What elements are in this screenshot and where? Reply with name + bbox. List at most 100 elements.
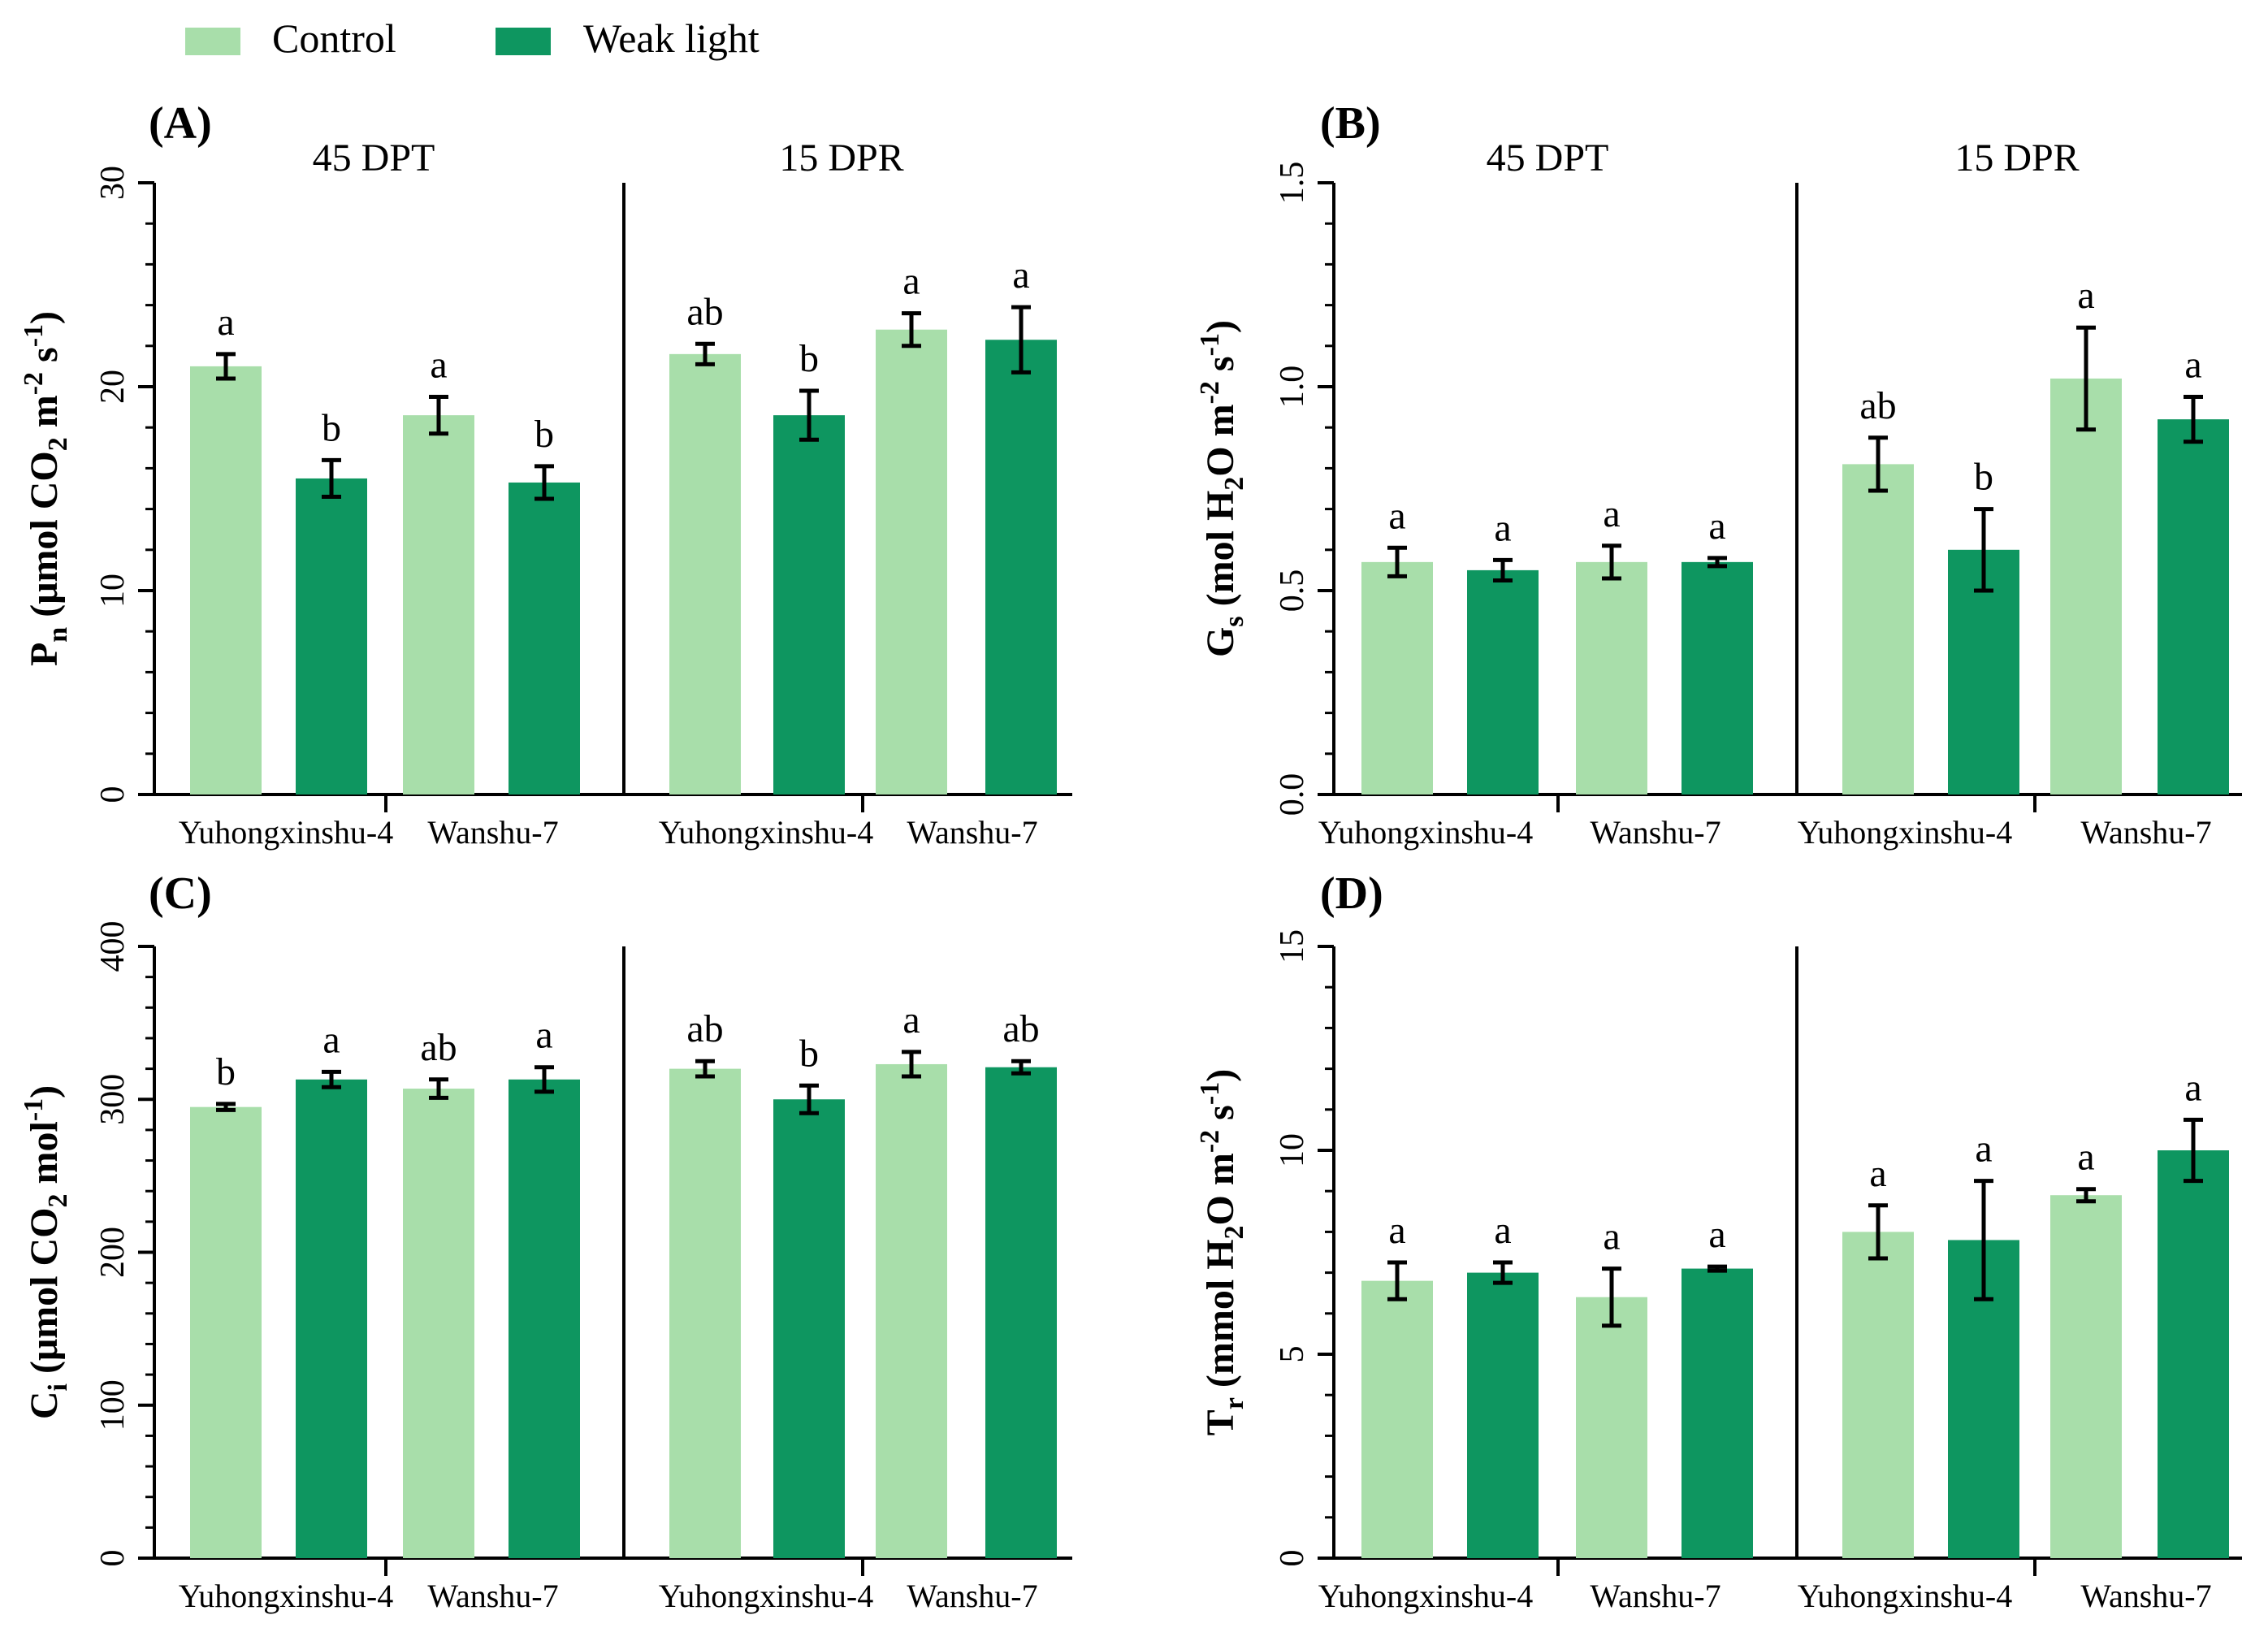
significance-letter: a bbox=[2077, 1136, 2094, 1179]
y-axis-label: Ci (μmol CO2 mol-1) bbox=[19, 1085, 73, 1419]
y-axis-label-part: ) bbox=[1199, 1069, 1242, 1082]
y-axis-label-part: 2 bbox=[1219, 1225, 1249, 1239]
y-axis-label-part: T bbox=[1199, 1409, 1242, 1435]
bar-control bbox=[876, 329, 947, 795]
y-axis-label-part: (μmol CO bbox=[23, 451, 66, 627]
category-label: Yuhongxinshu-4 bbox=[1798, 1578, 2012, 1614]
category-label: Wanshu-7 bbox=[907, 814, 1037, 851]
category-label: Wanshu-7 bbox=[2080, 814, 2211, 851]
bar-control bbox=[2050, 1195, 2122, 1558]
significance-letter: ab bbox=[686, 1007, 723, 1050]
panel-3: (D) 0 5 10 15 Tr (mmol H2O m-2 s-1) Yuhongxins… bbox=[1195, 868, 2242, 1614]
y-tick-label: 10 bbox=[94, 574, 132, 608]
y-tick-label: 1.5 bbox=[1274, 162, 1311, 205]
y-axis-label-part: G bbox=[1199, 627, 1242, 657]
y-axis-label-part: 2 bbox=[43, 1194, 73, 1208]
significance-letter: b bbox=[322, 406, 341, 449]
significance-letter: a bbox=[322, 1018, 340, 1061]
legend-swatch-weak bbox=[496, 28, 551, 55]
y-axis-label-part: -1 bbox=[19, 1098, 49, 1121]
y-tick-label: 400 bbox=[94, 921, 132, 972]
y-axis-label-part: -2 bbox=[1195, 1130, 1225, 1153]
category-label: Wanshu-7 bbox=[427, 814, 558, 851]
significance-letter: ab bbox=[1002, 1007, 1039, 1050]
significance-letter: a bbox=[1975, 1128, 1992, 1171]
y-tick-label: 0 bbox=[94, 786, 132, 803]
bar-control bbox=[669, 353, 741, 795]
category-label: Wanshu-7 bbox=[2080, 1578, 2211, 1614]
legend: Control Weak light bbox=[185, 15, 760, 61]
group-title: 15 DPR bbox=[1954, 136, 2079, 180]
y-axis-label: Pn (μmol CO2 m-2 s-1) bbox=[19, 311, 73, 666]
bar-weak bbox=[773, 1099, 845, 1558]
bar-weak bbox=[296, 478, 367, 795]
bar-weak bbox=[1467, 1272, 1539, 1558]
y-axis-label-part: s bbox=[1199, 356, 1242, 381]
bar-weak bbox=[296, 1079, 367, 1558]
y-axis-label-part: -1 bbox=[1195, 1082, 1225, 1105]
y-axis-label-part: r bbox=[1219, 1397, 1249, 1409]
bar-control bbox=[403, 1089, 474, 1558]
bar-control bbox=[1842, 1232, 1914, 1558]
bar-control bbox=[1576, 1297, 1647, 1558]
panel-label: (A) bbox=[149, 98, 212, 149]
bar-weak bbox=[509, 482, 580, 795]
y-axis-label-part: O m bbox=[1199, 1153, 1242, 1225]
category-label: Wanshu-7 bbox=[1590, 814, 1720, 851]
bar-control bbox=[190, 1106, 262, 1558]
legend-label-weak: Weak light bbox=[583, 15, 760, 61]
significance-letter: a bbox=[1708, 504, 1725, 548]
y-tick-label: 0.5 bbox=[1274, 569, 1311, 613]
y-tick-label: 0 bbox=[1274, 1550, 1311, 1567]
bar-control bbox=[669, 1068, 741, 1558]
significance-letter: a bbox=[1708, 1213, 1725, 1256]
y-axis-label-part: s bbox=[1219, 616, 1249, 626]
significance-letter: ab bbox=[1859, 384, 1896, 427]
significance-letter: a bbox=[535, 1014, 552, 1057]
bar-control bbox=[403, 415, 474, 795]
significance-letter: a bbox=[1869, 1152, 1886, 1195]
group-title: 15 DPR bbox=[779, 136, 903, 180]
bar-weak bbox=[985, 340, 1057, 795]
y-axis-label-part: m bbox=[23, 395, 66, 437]
y-tick-label: 5 bbox=[1274, 1346, 1311, 1363]
significance-letter: b bbox=[216, 1050, 236, 1093]
y-axis-label-part: -1 bbox=[19, 324, 49, 347]
y-axis-label-part: -2 bbox=[19, 372, 49, 395]
bar-weak bbox=[2158, 419, 2229, 795]
y-axis-label-part: s bbox=[1199, 1105, 1242, 1130]
category-label: Wanshu-7 bbox=[1590, 1578, 1720, 1614]
y-axis-label-part: C bbox=[23, 1391, 66, 1419]
y-tick-label: 200 bbox=[94, 1227, 132, 1278]
significance-letter: a bbox=[902, 998, 920, 1041]
significance-letter: a bbox=[1603, 1215, 1620, 1258]
y-axis-label: Gs (mol H2O m-2 s-1) bbox=[1195, 320, 1249, 657]
y-tick-label: 15 bbox=[1274, 929, 1311, 963]
significance-letter: b bbox=[1974, 456, 1993, 499]
y-axis-label-part: ) bbox=[23, 1085, 66, 1098]
panel-2: (C) 0 100 200 300 400 Ci (μmol CO2 mol-1) Yuhon… bbox=[19, 868, 1072, 1614]
significance-letter: a bbox=[217, 301, 234, 344]
bar-weak bbox=[773, 415, 845, 795]
bar-control bbox=[1361, 1280, 1433, 1558]
bar-weak bbox=[1467, 569, 1539, 795]
y-axis-label-part: 2 bbox=[1219, 477, 1249, 491]
y-tick-label: 20 bbox=[94, 370, 132, 404]
panel-1: (B)0.00.51.01.5Gs (mol H2O m-2 s-1)45 DP… bbox=[1195, 98, 2242, 851]
significance-letter: b bbox=[799, 337, 819, 380]
significance-letter: a bbox=[2184, 1066, 2201, 1109]
category-label: Yuhongxinshu-4 bbox=[1318, 1578, 1533, 1614]
y-tick-label: 0 bbox=[94, 1550, 132, 1567]
panel-label: (D) bbox=[1320, 868, 1383, 919]
y-tick-label: 0.0 bbox=[1274, 773, 1311, 816]
y-axis-label-part: O m bbox=[1199, 404, 1242, 476]
significance-letter: ab bbox=[686, 290, 723, 333]
y-tick-label: 10 bbox=[1274, 1133, 1311, 1167]
significance-letter: a bbox=[430, 344, 447, 387]
y-axis-label-part: (μmol CO bbox=[23, 1208, 66, 1384]
bar-weak bbox=[2158, 1150, 2229, 1558]
y-axis-label-part: (mmol H bbox=[1199, 1239, 1242, 1397]
y-axis-label-part: -1 bbox=[1195, 333, 1225, 356]
significance-letter: a bbox=[2184, 344, 2201, 387]
